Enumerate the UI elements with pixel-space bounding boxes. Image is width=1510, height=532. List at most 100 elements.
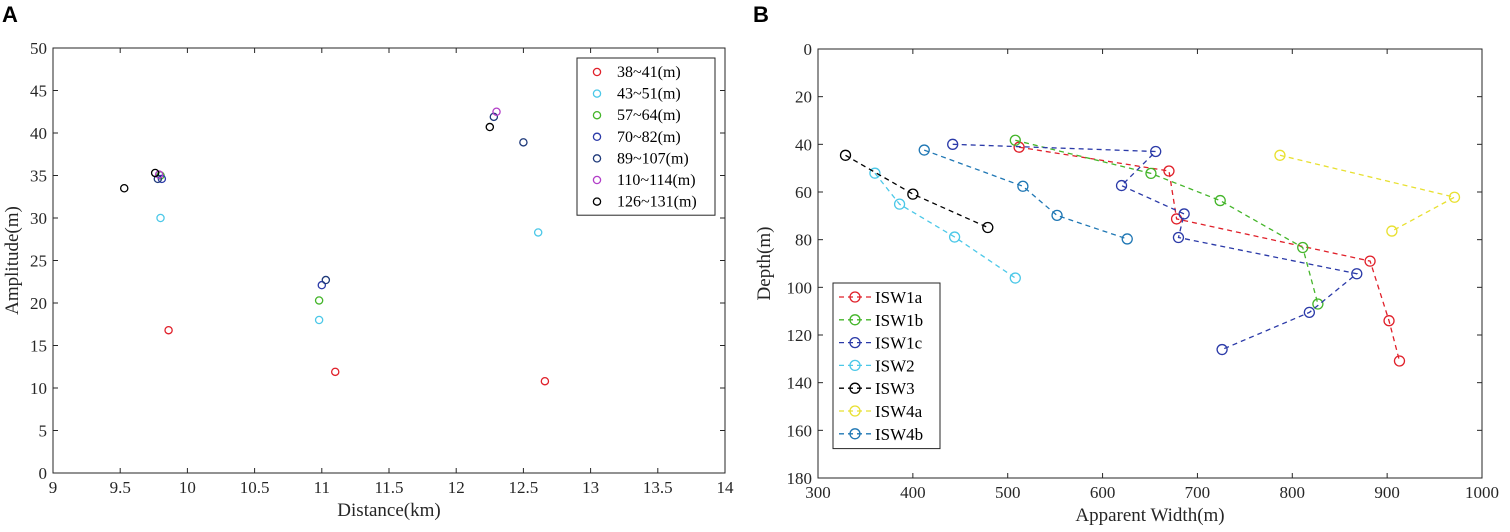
chart-a-y-axis-title: Amplitude(m) bbox=[2, 206, 23, 315]
chart-b-point-isw1a bbox=[1383, 315, 1395, 327]
chart-a-point-4 bbox=[157, 174, 167, 184]
chart-b-legend-marker-1 bbox=[849, 291, 861, 303]
chart-a-point-5 bbox=[519, 138, 528, 147]
chart-b-y-tick-label: 20 bbox=[795, 88, 812, 107]
chart-b-legend-label-6: ISW4a bbox=[875, 402, 923, 421]
chart-a-x-tick-label: 10 bbox=[179, 478, 196, 497]
chart-a-amplitude-vs-distance: 9 9.5 10 10.5 11 11.5 12 12.5 13 13.5 14 0 5 10 15 20 25… bbox=[2, 39, 734, 521]
chart-b-point-isw1b bbox=[1297, 241, 1309, 254]
chart-b-legend-marker-6 bbox=[849, 405, 861, 417]
chart-b-point-isw4b bbox=[1051, 209, 1063, 222]
chart-a-x-tick-label: 11 bbox=[314, 478, 330, 497]
panel-letter-a: A bbox=[2, 2, 18, 27]
chart-a-legend-label-5: 89~107(m) bbox=[617, 150, 689, 167]
chart-b-point-isw1a bbox=[1393, 355, 1406, 367]
chart-b-point-isw1b bbox=[1009, 134, 1021, 146]
chart-b-point-isw2 bbox=[893, 198, 906, 210]
chart-b-y-tick-label: 40 bbox=[795, 135, 812, 154]
chart-b-plot-frame bbox=[817, 48, 1483, 479]
chart-b-x-tick-label: 500 bbox=[995, 483, 1021, 502]
chart-b-point-isw4a bbox=[1386, 225, 1398, 237]
chart-b-point-isw3 bbox=[982, 221, 994, 234]
chart-b-point-isw1b bbox=[1312, 298, 1324, 310]
chart-a-point-5 bbox=[321, 275, 331, 285]
chart-a-x-tick-label: 10.5 bbox=[240, 478, 270, 497]
chart-a-x-tick-label: 9.5 bbox=[110, 478, 131, 497]
chart-b-legend-marker-4 bbox=[849, 359, 861, 372]
chart-b-y-tick-label: 80 bbox=[795, 231, 812, 250]
chart-a-point-1 bbox=[330, 367, 340, 377]
chart-b-point-isw1c bbox=[947, 138, 959, 150]
chart-b-line-isw2 bbox=[874, 172, 1016, 279]
chart-a-legend-label-1: 38~41(m) bbox=[617, 64, 681, 81]
chart-a-y-tick-label: 45 bbox=[30, 82, 47, 101]
chart-b-legend-label-7: ISW4b bbox=[875, 425, 923, 444]
chart-a-legend-marker-2 bbox=[592, 89, 602, 98]
chart-a-legend-marker-4 bbox=[592, 132, 602, 142]
chart-b-point-isw1b bbox=[1214, 194, 1226, 207]
chart-b-y-tick-label: 140 bbox=[787, 374, 813, 393]
chart-b-legend-marker-2 bbox=[849, 314, 861, 326]
chart-b-y-tick-label: 100 bbox=[787, 278, 813, 297]
chart-a-legend-marker-7 bbox=[592, 197, 602, 206]
chart-b-legend-label-4: ISW2 bbox=[875, 356, 915, 375]
chart-b-line-isw1c bbox=[952, 143, 1359, 351]
chart-a-point-7 bbox=[119, 183, 129, 193]
chart-b-x-tick-label: 600 bbox=[1090, 483, 1116, 502]
chart-b-y-tick-label: 180 bbox=[787, 469, 813, 488]
chart-b-x-tick-label: 300 bbox=[805, 483, 831, 502]
chart-b-point-isw1c bbox=[1351, 268, 1363, 280]
chart-b-point-isw1a bbox=[1163, 165, 1175, 177]
chart-a-legend-label-7: 126~131(m) bbox=[617, 194, 697, 211]
chart-b-point-isw3 bbox=[907, 188, 919, 200]
chart-b-point-isw1c bbox=[1115, 179, 1128, 192]
chart-a-x-axis-title: Distance(km) bbox=[337, 500, 440, 521]
chart-b-point-isw4b bbox=[918, 144, 930, 156]
chart-a-y-tick-label: 50 bbox=[30, 39, 47, 58]
chart-a-legend-marker-6 bbox=[592, 175, 602, 185]
chart-a-legend: 38~41(m) 43~51(m) 57~64(m) 70~82(m) 89~107(m… bbox=[576, 57, 716, 216]
chart-b-x-tick-label: 900 bbox=[1374, 483, 1400, 502]
chart-a-x-tick-label: 11.5 bbox=[374, 478, 403, 497]
chart-a-y-tick-label: 30 bbox=[30, 209, 47, 228]
chart-a-point-7 bbox=[150, 168, 160, 178]
chart-a-y-tick-label: 0 bbox=[39, 464, 48, 483]
chart-b-legend: ISW1a ISW1b ISW1c ISW2 ISW3 ISW4a ISW4b bbox=[832, 282, 941, 450]
chart-b-point-isw1c bbox=[1172, 231, 1185, 244]
chart-b-point-isw1c bbox=[1303, 306, 1316, 319]
chart-a-legend-label-3: 57~64(m) bbox=[617, 107, 681, 124]
chart-b-line-isw1a bbox=[1018, 146, 1401, 362]
chart-a-x-tick-label: 9 bbox=[49, 478, 58, 497]
chart-a-x-tick-label: 13 bbox=[582, 478, 599, 497]
chart-b-point-isw1a bbox=[1364, 255, 1376, 267]
chart-b-line-isw1b bbox=[1015, 139, 1319, 305]
chart-b-y-tick-label: 160 bbox=[787, 421, 813, 440]
chart-b-y-tick-label: 60 bbox=[795, 183, 812, 202]
chart-b-depth-vs-apparent-width: 300 400 500 600 700 800 900 1000 0 20 40 60 80 100 120… bbox=[754, 40, 1499, 526]
chart-b-point-isw4b bbox=[1017, 180, 1029, 192]
chart-a-y-tick-label: 10 bbox=[30, 379, 47, 398]
chart-a-legend-label-4: 70~82(m) bbox=[617, 129, 681, 146]
chart-a-point-6 bbox=[154, 170, 164, 179]
chart-a-y-tick-label: 20 bbox=[30, 294, 47, 313]
chart-a-legend-marker-1 bbox=[592, 67, 602, 77]
chart-b-line-isw4a bbox=[1279, 154, 1457, 232]
chart-a-legend-label-6: 110~114(m) bbox=[617, 172, 696, 189]
chart-b-point-isw1c bbox=[1216, 343, 1228, 356]
chart-a-y-tick-label: 25 bbox=[30, 252, 47, 271]
chart-b-x-tick-label: 1000 bbox=[1465, 483, 1499, 502]
chart-b-x-tick-label: 700 bbox=[1185, 483, 1211, 502]
chart-b-point-isw1a bbox=[1013, 141, 1025, 153]
chart-b-y-axis-title: Depth(m) bbox=[754, 227, 775, 301]
chart-a-x-tick-label: 13.5 bbox=[643, 478, 673, 497]
chart-b-legend-label-5: ISW3 bbox=[875, 379, 915, 398]
chart-a-point-3 bbox=[314, 296, 324, 305]
panel-letter-b: B bbox=[753, 2, 769, 27]
chart-a-point-1 bbox=[540, 376, 550, 386]
chart-b-point-isw1b bbox=[1145, 167, 1157, 180]
chart-b-point-isw1c bbox=[1178, 208, 1190, 220]
chart-b-point-isw2 bbox=[869, 167, 881, 179]
chart-a-y-tick-label: 15 bbox=[30, 337, 47, 356]
chart-a-x-tick-label: 12.5 bbox=[509, 478, 539, 497]
